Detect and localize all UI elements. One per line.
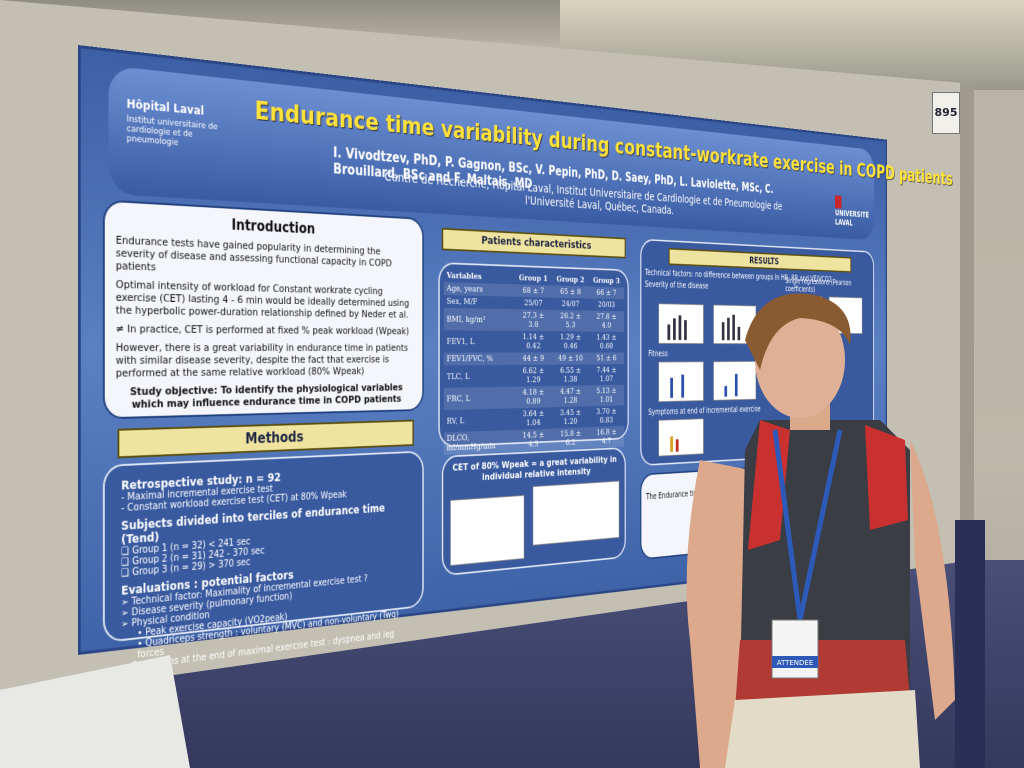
board-number: 895 — [932, 92, 960, 134]
person-hair — [745, 293, 851, 370]
person-pants — [725, 690, 920, 768]
badge-text: ATTENDEE — [777, 659, 814, 667]
badge — [771, 619, 819, 679]
barrier-post — [955, 520, 985, 768]
person-arm — [910, 440, 955, 720]
leaflet — [0, 655, 190, 768]
person-top — [865, 425, 908, 530]
badge-band — [772, 656, 818, 668]
